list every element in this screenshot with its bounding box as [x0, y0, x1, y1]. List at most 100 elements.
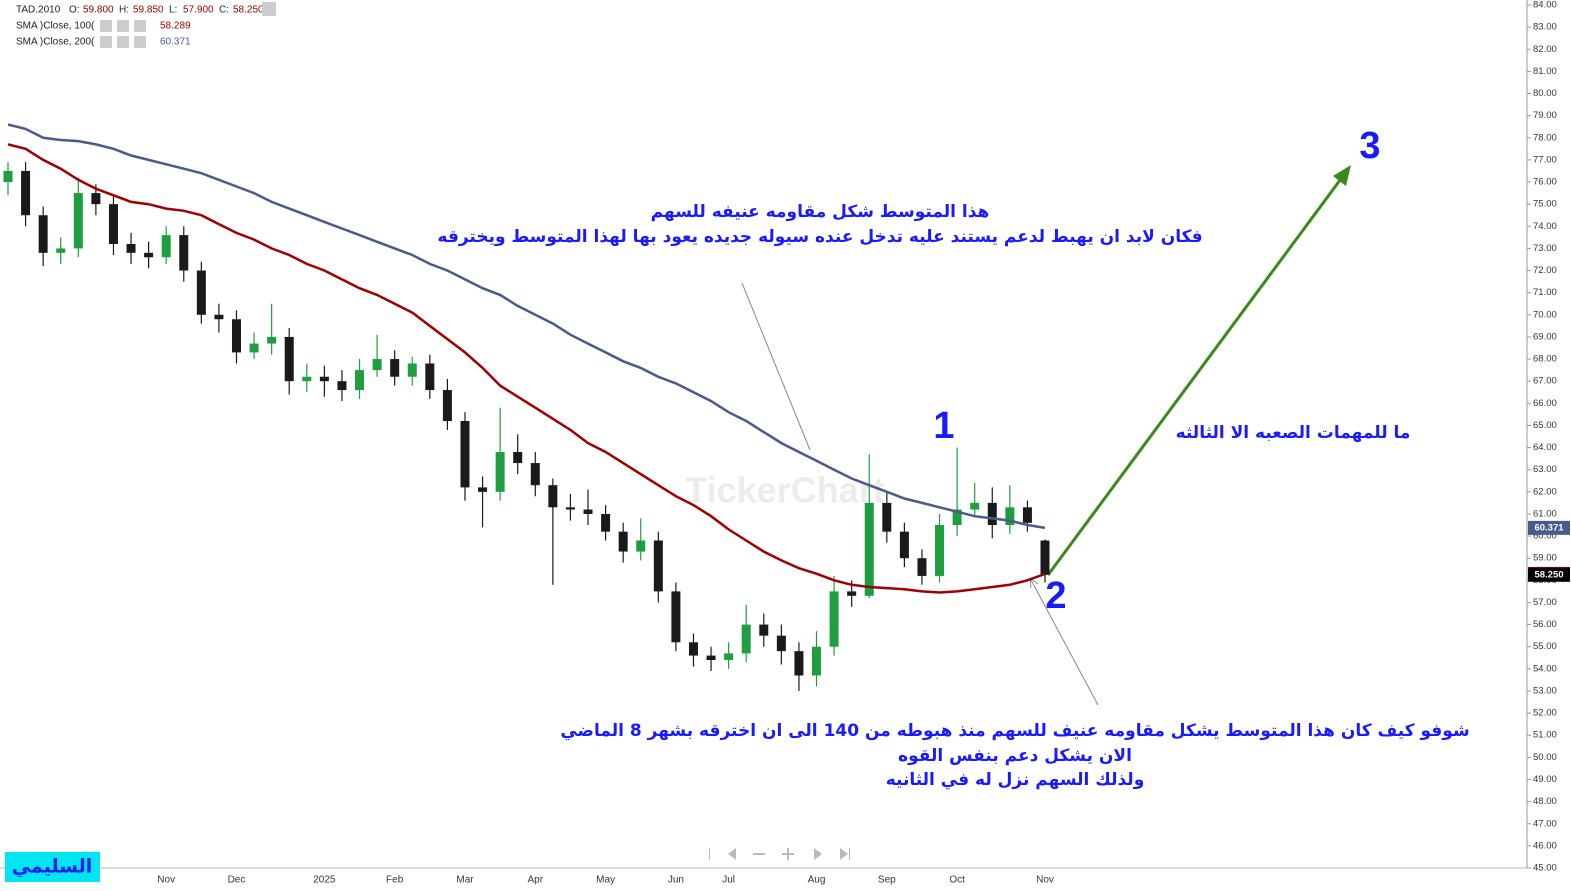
nav-icon[interactable] [782, 848, 794, 860]
nav-icon[interactable] [709, 848, 710, 860]
legend-icon[interactable] [100, 20, 112, 32]
candle-body [126, 243, 136, 253]
candle-body [161, 235, 171, 258]
candle-body [390, 359, 400, 377]
legend-icon[interactable] [100, 36, 112, 48]
x-tick-label: Aug [808, 875, 826, 886]
legend-value: 60.371 [160, 37, 191, 48]
annotation: ما للمهمات الصعبه الا الثالثه [1176, 423, 1411, 443]
candle-body [653, 540, 663, 592]
nav-icon[interactable] [728, 848, 736, 860]
legend-name: SMA )Close, 100( [16, 21, 95, 32]
trend-arrow [1046, 171, 1348, 576]
candle-body [372, 359, 382, 371]
y-tick-label: 72.00 [1533, 265, 1557, 276]
candle-body [355, 370, 365, 391]
candle-body [284, 336, 294, 382]
annotation: ولذلك السهم نزل له في الثانيه [886, 770, 1145, 790]
y-tick-label: 67.00 [1533, 376, 1557, 387]
price-badge [1528, 567, 1570, 582]
candle-body [1005, 507, 1015, 526]
candle-body [144, 252, 154, 258]
candle-body [442, 390, 452, 422]
ohlc-name: O: [69, 5, 80, 16]
header: TAD.2010 O: 59.800 H: 59.850 L: 57.900 C: 58.250… [16, 2, 276, 48]
y-tick-label: 52.00 [1533, 708, 1557, 719]
y-tick-label: 78.00 [1533, 132, 1557, 143]
candle-body [847, 591, 857, 596]
legend-icon[interactable] [117, 36, 129, 48]
x-tick-label: Jun [668, 875, 684, 886]
y-tick-label: 84.00 [1533, 0, 1557, 11]
candle-body [776, 635, 786, 652]
candle-body [583, 509, 593, 514]
nav-icon[interactable] [753, 853, 765, 855]
x-tick-label: Apr [528, 875, 544, 886]
x-tick-label: Dec [228, 875, 246, 886]
candle-body [513, 451, 523, 464]
x-tick-label: Oct [949, 875, 965, 886]
candle-body [917, 558, 927, 576]
legend-icon[interactable] [134, 20, 146, 32]
legend-value: 58.289 [160, 21, 191, 32]
candle-body [671, 591, 681, 643]
candle-body [548, 485, 558, 508]
candle-body [794, 651, 804, 676]
candle-body [231, 319, 241, 353]
candle-body [688, 642, 698, 656]
candle-body [970, 502, 980, 510]
marker-number: 3 [1359, 125, 1380, 167]
candle-body [741, 624, 751, 654]
x-tick-label: Feb [386, 875, 404, 886]
y-tick-label: 83.00 [1533, 22, 1557, 33]
menu-button[interactable] [262, 2, 276, 16]
ohlc-name: H: [119, 5, 129, 16]
y-tick-label: 50.00 [1533, 752, 1557, 763]
symbol: TAD.2010 [16, 5, 61, 16]
y-tick-label: 59.00 [1533, 553, 1557, 564]
candle-body [267, 336, 277, 344]
candle-body [952, 509, 962, 526]
y-tick-label: 56.00 [1533, 619, 1557, 630]
x-tick-label: 2025 [313, 875, 336, 886]
y-tick-label: 77.00 [1533, 154, 1557, 165]
y-tick-label: 65.00 [1533, 420, 1557, 431]
candle-body [829, 591, 839, 647]
price-badge-label: 58.250 [1534, 569, 1563, 580]
ohlc-value: 57.900 [183, 5, 214, 16]
x-tick-label: Nov [157, 875, 175, 886]
legend-icon[interactable] [117, 20, 129, 32]
pointer-line [741, 282, 811, 451]
annotation: هذا المتوسط شكل مقاومه عنيفه للسهم [651, 202, 990, 222]
candle-body [179, 235, 189, 271]
y-tick-label: 69.00 [1533, 331, 1557, 342]
candle-body [108, 204, 118, 244]
candle-body [530, 463, 540, 486]
x-tick-label: Jul [722, 875, 735, 886]
y-tick-label: 51.00 [1533, 730, 1557, 741]
y-tick-label: 48.00 [1533, 796, 1557, 807]
y-tick-label: 62.00 [1533, 486, 1557, 497]
nav-toolbar [709, 848, 850, 860]
y-tick-label: 82.00 [1533, 44, 1557, 55]
candle-body [38, 215, 48, 253]
candle-body [759, 624, 769, 636]
annotation: الان يشكل دعم بنفس القوه [898, 746, 1132, 766]
y-tick-label: 45.00 [1533, 863, 1557, 874]
y-tick-label: 60.00 [1533, 531, 1557, 542]
candle-body [724, 653, 734, 660]
candle-body [565, 507, 575, 510]
legend-name: SMA )Close, 200( [16, 37, 95, 48]
candle-body [56, 248, 66, 253]
candle-body [425, 363, 435, 391]
candle-body [899, 531, 909, 559]
candle-body [21, 170, 31, 216]
nav-icon[interactable] [840, 848, 850, 860]
nav-icon[interactable] [814, 848, 822, 860]
x-tick-label: Sep [878, 875, 896, 886]
legend-icon[interactable] [134, 36, 146, 48]
watermark: TickerChart [685, 470, 884, 511]
candle-body [302, 376, 312, 382]
y-tick-label: 76.00 [1533, 177, 1557, 188]
sma-line [7, 123, 1046, 530]
